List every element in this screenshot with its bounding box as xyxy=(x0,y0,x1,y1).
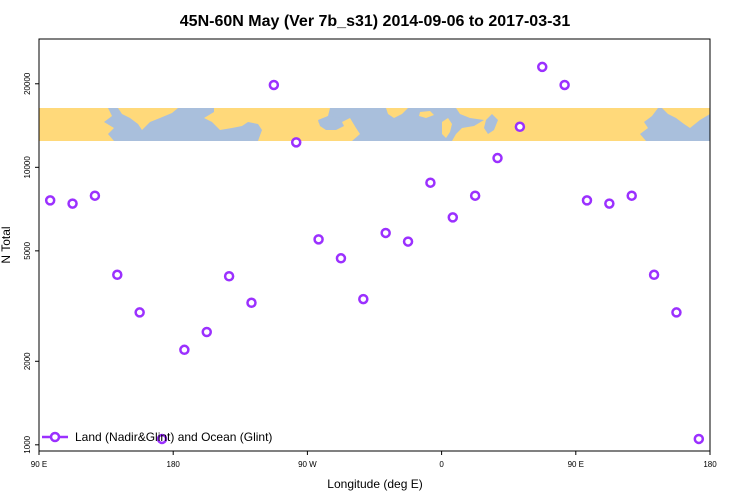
data-point xyxy=(313,234,324,245)
water-hudson-bay xyxy=(318,116,344,130)
water-baltic xyxy=(484,114,498,134)
data-point xyxy=(648,269,660,281)
legend-label: Land (Nadir&Glint) and Ocean (Glint) xyxy=(75,430,272,444)
data-point xyxy=(492,152,503,164)
x-tick-label: 90 E xyxy=(568,460,584,469)
data-point xyxy=(134,307,145,318)
land-iceland xyxy=(419,111,434,118)
x-tick-label: 180 xyxy=(703,460,717,469)
data-point xyxy=(425,177,436,188)
data-point xyxy=(223,270,235,282)
land-kamchatka xyxy=(118,108,178,130)
data-point xyxy=(559,79,570,91)
land-eurasia xyxy=(452,108,658,141)
data-point xyxy=(112,269,123,281)
data-point xyxy=(537,61,548,73)
x-tick-label: 0 xyxy=(439,460,444,469)
data-point xyxy=(290,137,302,148)
data-point xyxy=(268,79,280,91)
chart-title: 45N-60N May (Ver 7b_s31) 2014-09-06 to 2… xyxy=(180,13,571,30)
data-point xyxy=(671,307,682,318)
data-point xyxy=(246,297,257,309)
data-point xyxy=(447,212,459,223)
land-greenland xyxy=(386,108,408,118)
x-tick-label: 180 xyxy=(167,460,181,469)
data-point xyxy=(604,198,615,209)
data-point xyxy=(581,195,593,206)
plot-frame xyxy=(38,38,711,452)
land-north-america xyxy=(204,108,360,141)
y-axis: 1000 2000 5000 10000 20000 xyxy=(23,72,39,454)
world-map-band xyxy=(39,108,710,141)
data-point xyxy=(179,344,190,356)
x-tick-label: 90 W xyxy=(298,460,317,469)
data-point xyxy=(44,195,56,206)
land-kamchatka-repeat xyxy=(662,108,710,128)
land-asia-east xyxy=(39,108,114,141)
data-point xyxy=(626,190,637,201)
x-tick-label: 90 E xyxy=(31,460,47,469)
x-axis-label: Longitude (deg E) xyxy=(327,477,422,491)
data-points xyxy=(44,61,705,445)
data-point xyxy=(67,198,78,209)
y-tick-label: 20000 xyxy=(23,72,32,95)
y-tick-label: 2000 xyxy=(23,352,32,370)
data-point xyxy=(358,293,369,305)
data-point xyxy=(402,236,414,247)
data-point xyxy=(335,253,347,264)
legend-marker xyxy=(49,431,61,443)
data-point xyxy=(380,227,391,239)
y-axis-label: N Total xyxy=(0,226,13,263)
data-point xyxy=(469,190,481,201)
x-axis: 90 E 180 90 W 0 90 E 180 xyxy=(31,451,717,469)
data-point xyxy=(514,121,526,133)
data-point xyxy=(89,190,101,201)
data-point xyxy=(201,326,212,338)
y-tick-label: 1000 xyxy=(23,435,32,453)
y-tick-label: 10000 xyxy=(23,156,32,179)
y-tick-label: 5000 xyxy=(23,241,32,259)
land-uk xyxy=(442,118,452,138)
data-point xyxy=(693,433,705,445)
legend: Land (Nadir&Glint) and Ocean (Glint) xyxy=(42,430,272,444)
data-point xyxy=(156,433,168,445)
